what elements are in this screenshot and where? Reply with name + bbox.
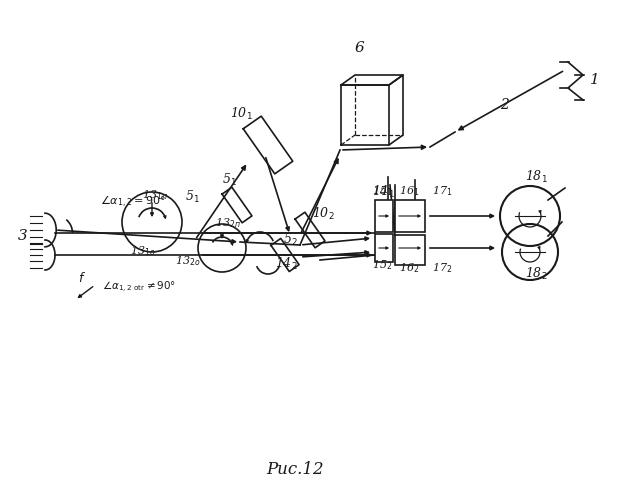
Text: 5$_2$: 5$_2$ [283, 232, 297, 248]
FancyBboxPatch shape [395, 200, 425, 232]
Text: 3: 3 [18, 229, 28, 243]
Text: 10$_2$: 10$_2$ [312, 206, 334, 222]
Text: 15$_2$: 15$_2$ [372, 258, 392, 272]
Text: 16$_2$: 16$_2$ [399, 261, 420, 275]
Text: 14$_1$: 14$_1$ [372, 184, 395, 200]
Text: 13$_{2o}$: 13$_{2o}$ [175, 254, 201, 268]
Text: 17$_2$: 17$_2$ [432, 261, 452, 275]
Text: 5$_1$: 5$_1$ [185, 189, 200, 205]
Text: 1: 1 [590, 73, 600, 87]
Text: 18$_1$: 18$_1$ [525, 169, 548, 185]
Text: 2: 2 [500, 98, 509, 112]
Text: 18$_2$: 18$_2$ [525, 266, 548, 282]
Text: 13$_{1o}$: 13$_{1o}$ [130, 244, 155, 258]
Text: 15$_1$: 15$_1$ [372, 184, 392, 198]
Text: 14$_2$: 14$_2$ [275, 256, 297, 272]
Text: 16$_1$: 16$_1$ [399, 184, 420, 198]
Text: $\angle\alpha_{1,2}=90°$: $\angle\alpha_{1,2}=90°$ [100, 194, 166, 210]
FancyBboxPatch shape [375, 234, 393, 262]
Text: 17$_1$: 17$_1$ [432, 184, 452, 198]
Text: $\angle\alpha_{1,2\mathrm{\ otr}}\neq90°$: $\angle\alpha_{1,2\mathrm{\ otr}}\neq90°… [102, 280, 176, 295]
Text: Рис.12: Рис.12 [266, 461, 324, 478]
Text: $f$: $f$ [78, 271, 86, 285]
Text: 13$_{2п}$: 13$_{2п}$ [215, 216, 241, 230]
Text: 13$_{1п}$: 13$_{1п}$ [142, 188, 168, 202]
Text: 6: 6 [355, 41, 365, 55]
FancyBboxPatch shape [375, 200, 393, 232]
FancyBboxPatch shape [395, 235, 425, 265]
Text: 10$_1$: 10$_1$ [230, 106, 253, 122]
Text: 5$_1$: 5$_1$ [222, 172, 237, 188]
